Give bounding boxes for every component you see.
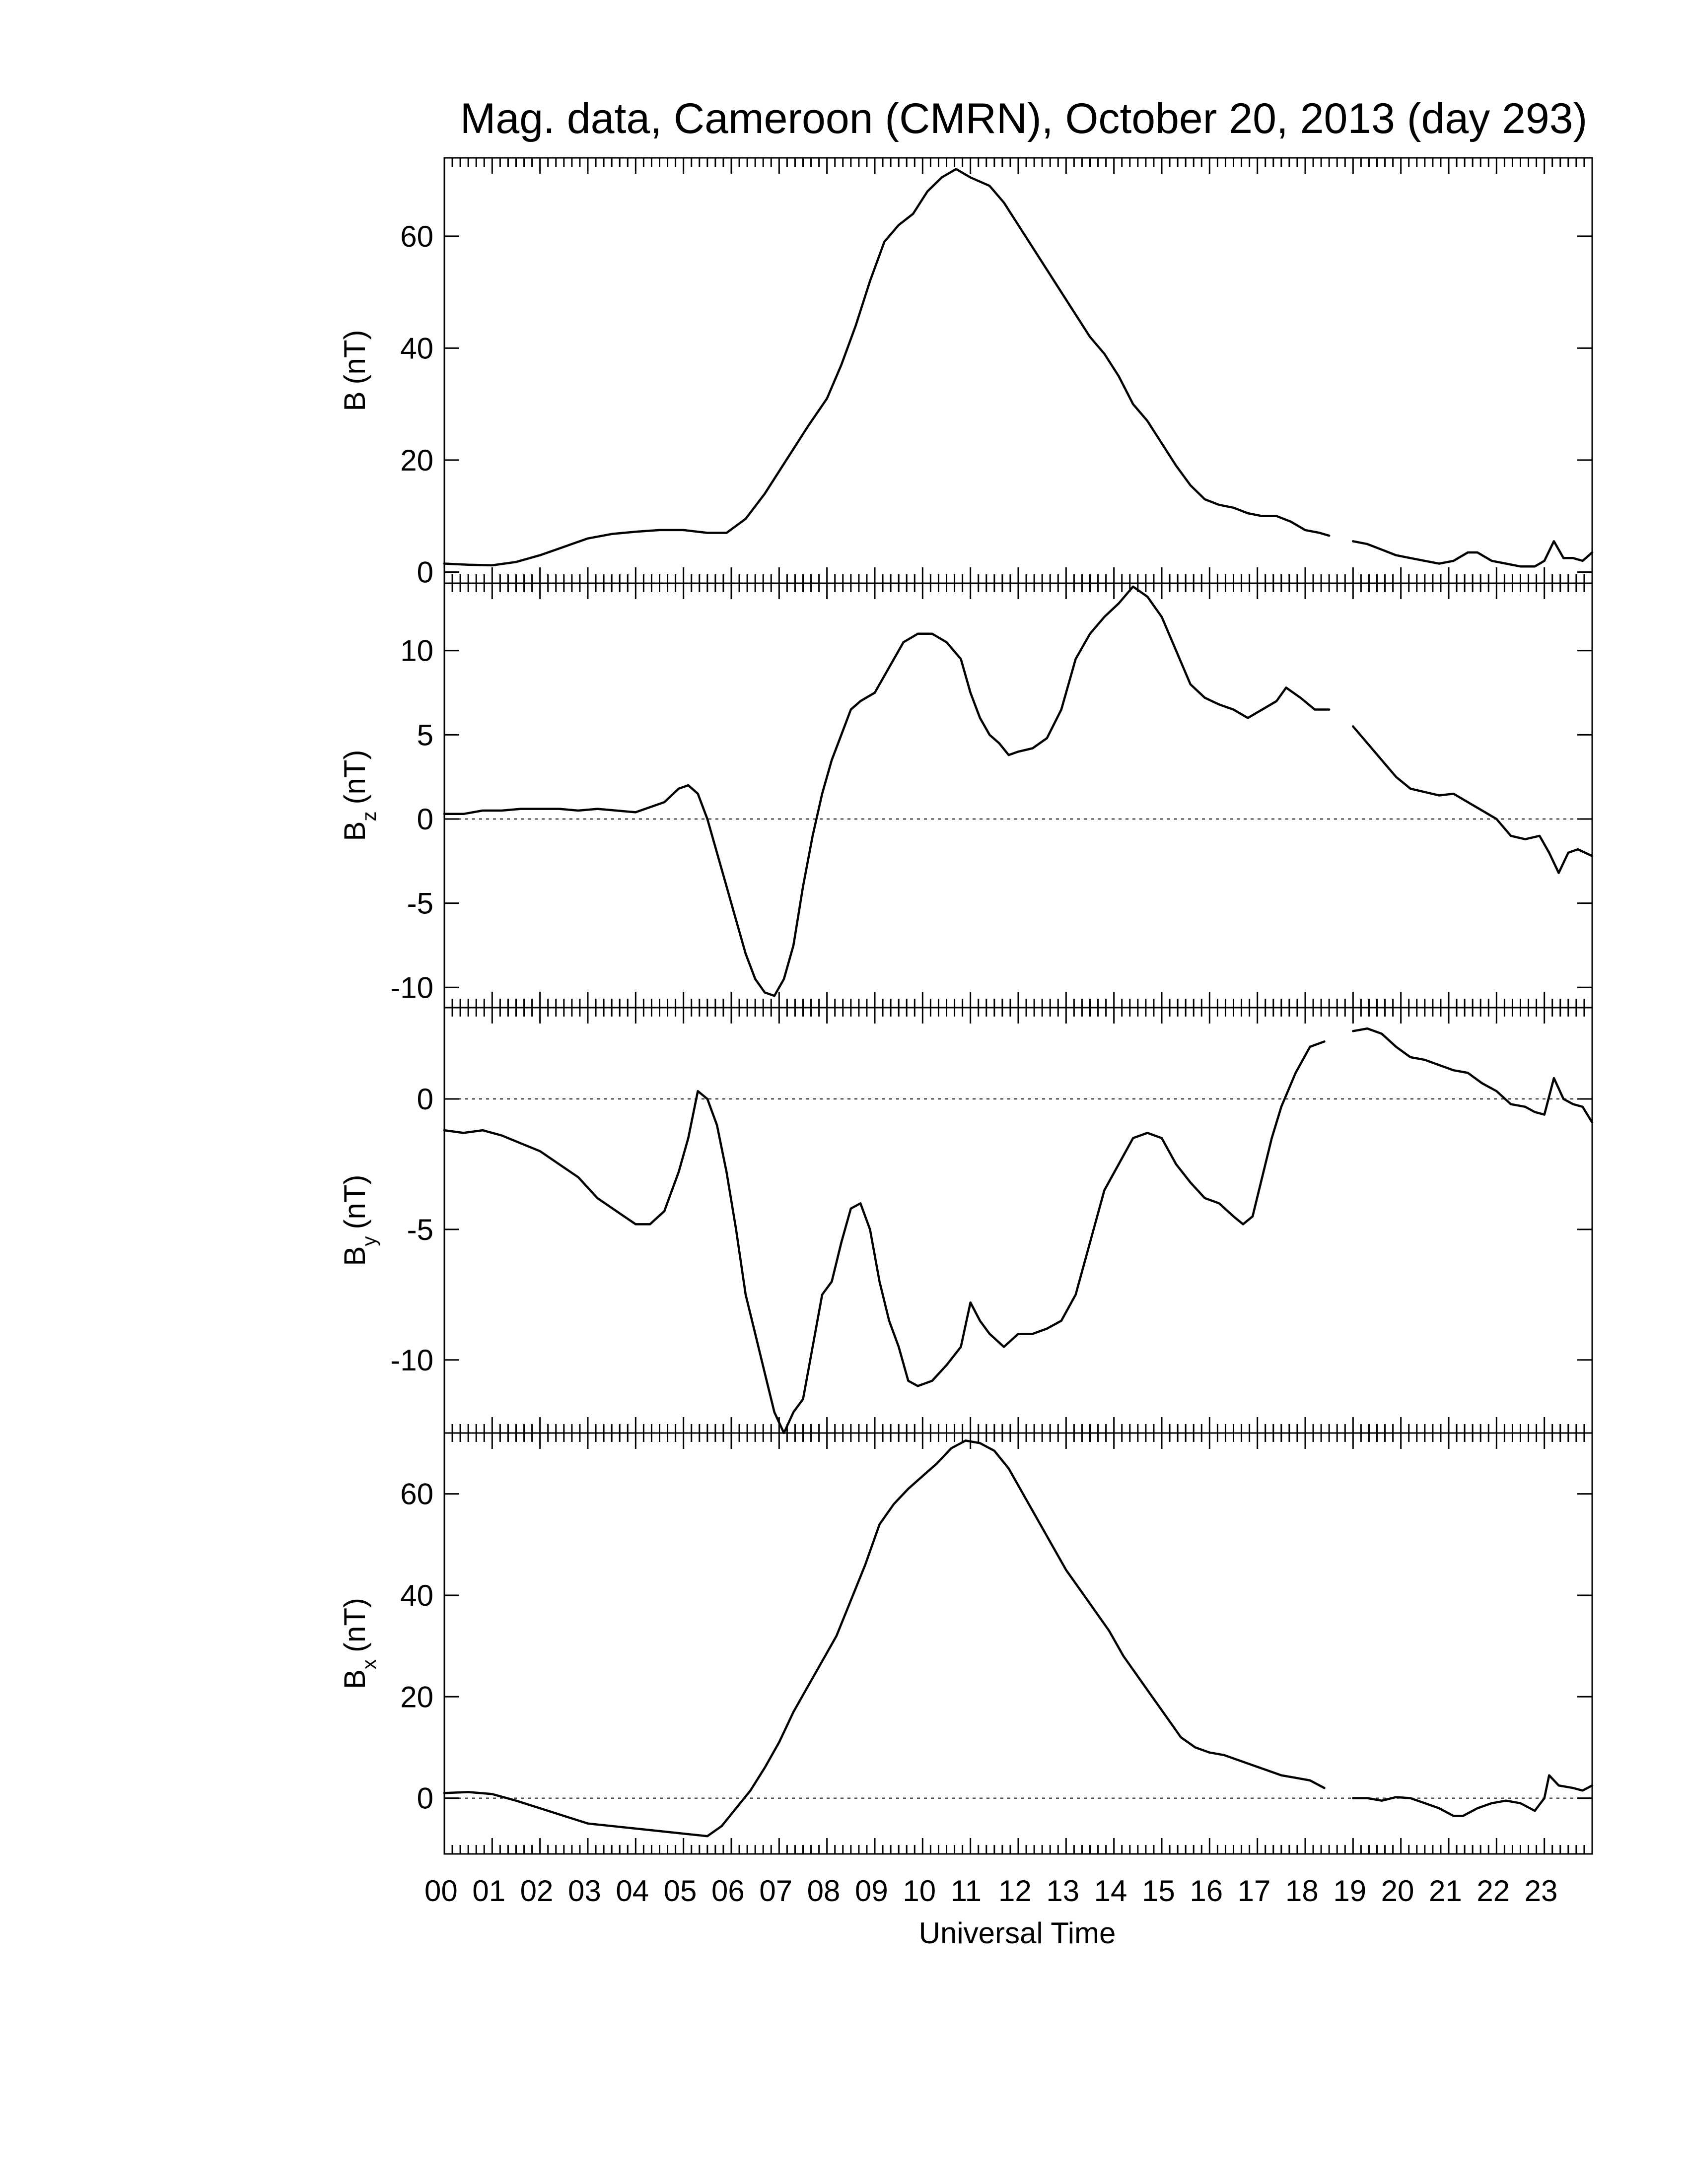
y-axis-label-main: B — [338, 821, 371, 841]
y-tick-label: 20 — [400, 444, 433, 477]
y-tick-label: -5 — [407, 887, 433, 920]
x-tick-label: 20 — [1381, 1874, 1414, 1908]
x-tick-label: 07 — [759, 1874, 792, 1908]
y-axis-label-subscript: y — [358, 1236, 380, 1246]
panel-bx: 0 20 40 60 Bx (nT) — [338, 1432, 1594, 1855]
y-tick-label: 0 — [417, 1083, 433, 1116]
series-line-b-total — [1352, 540, 1594, 568]
series-line-bz — [1352, 725, 1594, 874]
y-axis-label-main: B — [338, 391, 371, 411]
x-tick-label: 18 — [1285, 1874, 1319, 1908]
y-axis-label-bx: Bx (nT) — [338, 1598, 380, 1689]
panels-group: 0204060B(nT)-10-50510Bz(nT)-10-50By(nT)0… — [338, 157, 1594, 1855]
x-tick-label: 15 — [1142, 1874, 1175, 1908]
panel-frame-bz — [443, 582, 1593, 1009]
y-axis-label-b-total: B (nT) — [338, 330, 371, 411]
y-tick-label: -5 — [407, 1213, 433, 1246]
x-tick-label: 19 — [1333, 1874, 1366, 1908]
y-axis-label-main: B — [338, 1669, 371, 1689]
y-tick-label: -10 — [390, 1344, 433, 1377]
x-tick-label: 00 — [424, 1874, 458, 1908]
x-tick-label: 23 — [1525, 1874, 1558, 1908]
x-tick-label: 02 — [520, 1874, 554, 1908]
y-tick-label: 5 — [417, 718, 433, 751]
panel-frame-b-total — [443, 157, 1593, 584]
y-axis-label-bz: Bz (nT) — [338, 750, 380, 841]
panel-b-total: 0 20 40 60 B (nT) — [338, 157, 1594, 589]
y-axis-label-subscript: z — [358, 811, 380, 821]
x-tick-label: 16 — [1190, 1874, 1223, 1908]
x-tick-label: 11 — [951, 1874, 982, 1908]
y-tick-label: 20 — [400, 1680, 433, 1713]
x-tick-label: 10 — [903, 1874, 936, 1908]
x-tick-label: 13 — [1046, 1874, 1079, 1908]
x-tick-label: 21 — [1429, 1874, 1462, 1908]
y-tick-label: 60 — [400, 1478, 433, 1511]
y-axis-label-unit: (nT) — [338, 750, 371, 804]
chart-title: Mag. data, Cameroon (CMRN), October 20, … — [460, 95, 1587, 142]
x-tick-label: 09 — [855, 1874, 888, 1908]
y-axis-label-unit: (nT) — [338, 1174, 371, 1229]
x-tick-label: 22 — [1477, 1874, 1510, 1908]
x-tick-label: 17 — [1238, 1874, 1271, 1908]
series-line-bx — [1352, 1774, 1594, 1817]
panel-by: -10 -5 0 By (nT) — [338, 1007, 1594, 1434]
x-tick-label: 08 — [807, 1874, 841, 1908]
series-line-b-total — [443, 168, 1331, 567]
series-line-by — [1352, 1027, 1594, 1124]
x-tick-label: 04 — [616, 1874, 649, 1908]
x-tick-label: 12 — [998, 1874, 1032, 1908]
y-axis-label-unit: (nT) — [338, 1598, 371, 1652]
x-tick-label: 03 — [568, 1874, 601, 1908]
x-tick-label: 14 — [1094, 1874, 1127, 1908]
x-tick-label: 01 — [472, 1874, 505, 1908]
y-tick-label: 60 — [400, 220, 433, 253]
y-tick-label: 0 — [417, 1782, 433, 1815]
series-line-bx — [443, 1439, 1326, 1838]
y-tick-label: 0 — [417, 555, 433, 589]
series-line-bz — [443, 585, 1331, 997]
x-tick-label: 06 — [711, 1874, 745, 1908]
x-axis-label: Universal Time — [919, 1916, 1116, 1950]
series-line-by — [443, 1040, 1326, 1434]
y-axis-label-main: B — [338, 1246, 371, 1266]
y-tick-label: -10 — [390, 971, 433, 1004]
panel-frame-by — [443, 1007, 1593, 1434]
panel-bz: -10 -5 0 5 10 Bz (nT) — [338, 582, 1594, 1009]
y-tick-label: 10 — [400, 634, 433, 668]
y-tick-label: 0 — [417, 803, 433, 836]
panel-frame-bx — [443, 1432, 1593, 1855]
y-tick-label: 40 — [400, 1579, 433, 1612]
y-axis-label-by: By (nT) — [338, 1174, 380, 1266]
y-axis-label-subscript: x — [358, 1659, 380, 1669]
x-axis-tick-labels: 00 01 02 03 04 05 06 07 08 09 10 11 12 13 14 15 16 17 18 19… — [424, 1874, 1557, 1908]
y-axis-label-unit: (nT) — [338, 330, 371, 384]
x-tick-label: 05 — [664, 1874, 697, 1908]
y-tick-label: 40 — [400, 332, 433, 365]
